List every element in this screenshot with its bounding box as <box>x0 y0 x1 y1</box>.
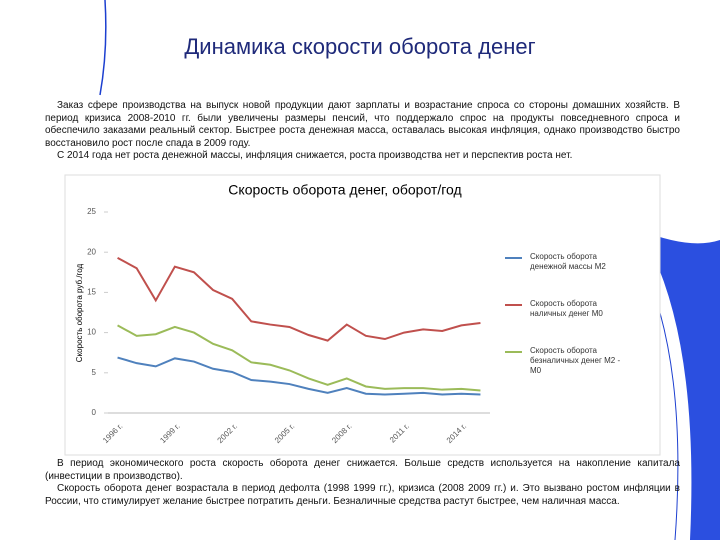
chart-frame <box>64 174 661 456</box>
y-tick-label: 0 <box>92 408 97 417</box>
y-tick-label: 20 <box>87 247 96 256</box>
y-tick-label: 10 <box>87 328 96 337</box>
text-top: Заказ сфере производства на выпуск новой… <box>45 100 680 163</box>
series-line <box>117 256 481 342</box>
y-tick-label: 5 <box>92 368 97 377</box>
legend-entry: Скорость оборота денежной массы М2 <box>530 252 606 271</box>
y-tick-label: 15 <box>87 288 96 297</box>
series-line <box>117 324 481 392</box>
y-axis-label: Скорость оборота руб./год <box>75 263 84 362</box>
slide-title: Динамика скорости оборота денег <box>184 34 536 59</box>
paragraph: Заказ сфере производства на выпуск новой… <box>45 100 680 149</box>
paragraph: С 2014 года нет роста денежной массы, ин… <box>57 150 573 162</box>
y-tick-label: 25 <box>87 207 96 216</box>
series-line <box>117 356 481 396</box>
legend-entry: Скорость оборота безналичных денег М2 - … <box>530 346 621 375</box>
legend-entry: Скорость оборота наличных денег М0 <box>530 299 603 318</box>
paragraph: В период экономического роста скорость о… <box>45 458 680 482</box>
text-bottom: В период экономического роста скорость о… <box>45 458 680 508</box>
paragraph: Скорость оборота денег возрастала в пери… <box>45 483 680 507</box>
chart-title: Скорость оборота денег, оборот/год <box>228 182 461 198</box>
